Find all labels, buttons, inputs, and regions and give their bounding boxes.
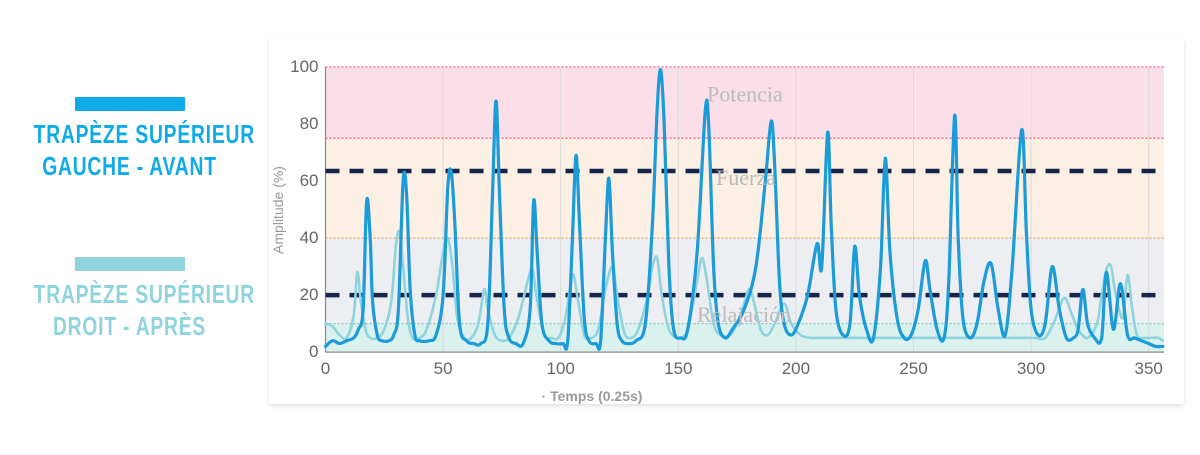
svg-text:60: 60 bbox=[300, 171, 319, 190]
svg-text:100: 100 bbox=[290, 57, 318, 76]
svg-text:150: 150 bbox=[664, 359, 692, 378]
svg-text:50: 50 bbox=[434, 359, 453, 378]
svg-text:40: 40 bbox=[300, 228, 319, 247]
svg-text:Potencia: Potencia bbox=[707, 82, 783, 107]
svg-text:0: 0 bbox=[309, 342, 318, 361]
svg-text:0: 0 bbox=[321, 359, 330, 378]
svg-text:100: 100 bbox=[547, 359, 575, 378]
svg-text:350: 350 bbox=[1135, 359, 1163, 378]
svg-text:20: 20 bbox=[300, 285, 319, 304]
svg-text:250: 250 bbox=[899, 359, 927, 378]
svg-text:200: 200 bbox=[782, 359, 810, 378]
svg-text:Fuerza: Fuerza bbox=[716, 165, 776, 190]
svg-text:300: 300 bbox=[1017, 359, 1045, 378]
svg-text:Relajación: Relajación bbox=[697, 302, 791, 327]
svg-text:80: 80 bbox=[300, 114, 319, 133]
svg-text:Amplitude (%): Amplitude (%) bbox=[270, 166, 286, 254]
